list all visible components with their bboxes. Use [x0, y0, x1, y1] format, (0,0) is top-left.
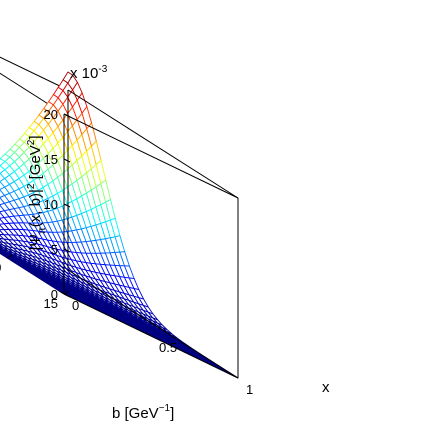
wavefunction-surface	[0, 71, 239, 379]
z-tick-label: 0	[51, 287, 58, 302]
b-tick-mark	[7, 254, 13, 259]
box-edge	[63, 113, 239, 199]
z-axis-title: |Ψπ(x, b)|2 [GeV2]	[26, 135, 48, 250]
z-tick-mark	[63, 203, 71, 208]
z-tick-mark	[63, 158, 71, 163]
b-tick-label: 15	[44, 296, 58, 311]
x-tick-label: 1	[246, 382, 253, 397]
z-multiplier-label: x 10-3	[70, 64, 108, 82]
z-tick-label: 5	[51, 242, 58, 257]
tick-labels: 0510152005101500.51	[0, 107, 253, 397]
box-edge	[67, 269, 239, 379]
x-axis-title: x	[322, 379, 330, 396]
z-tick-mark	[63, 248, 71, 253]
box-edge	[67, 89, 239, 199]
z-tick-label: 10	[44, 197, 58, 212]
z-tick-mark	[63, 293, 71, 298]
b-tick-mark	[63, 290, 70, 295]
box-edge	[0, 72, 65, 115]
b-tick-label: 10	[0, 260, 1, 275]
x-tick-label: 0.5	[159, 340, 177, 355]
z-multiplier-exponent: -3	[98, 64, 107, 75]
x-tick-mark	[58, 290, 65, 295]
z-tick-mark	[63, 113, 71, 118]
box-edge	[0, 56, 69, 91]
b-axis-title: b [GeV−1]	[112, 403, 174, 422]
z-tick-label: 15	[44, 152, 58, 167]
x-tick-mark	[145, 332, 152, 337]
x-tick-mark	[232, 374, 239, 379]
z-tick-label: 20	[44, 107, 58, 122]
x-tick-label: 0	[72, 298, 79, 313]
